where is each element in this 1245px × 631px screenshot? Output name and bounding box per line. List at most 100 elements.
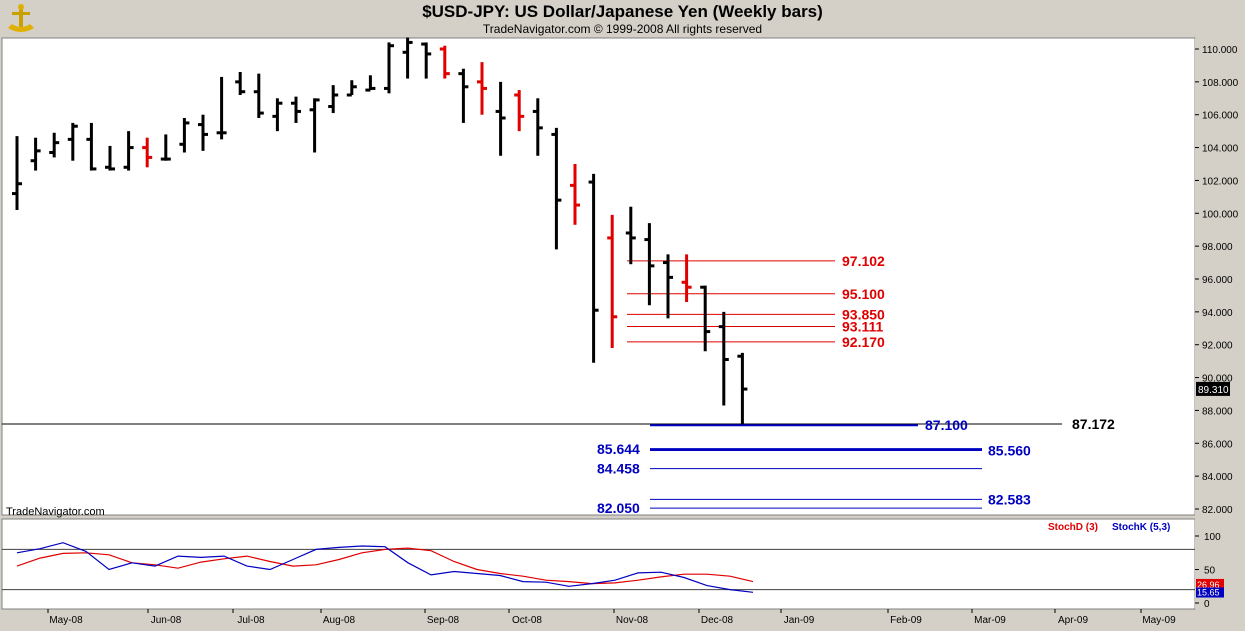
red-level-label: 92.170: [842, 334, 885, 350]
watermark-text: TradeNavigator.com: [6, 506, 105, 518]
last-price-badge: [1196, 381, 1230, 396]
stoch-d-last-badge: [1196, 578, 1224, 590]
price-plot-area[interactable]: [1, 37, 1196, 516]
ohlc-bar: [346, 80, 357, 97]
y-tick-label: 102.000: [1202, 176, 1239, 187]
x-tick-label: Oct-08: [512, 615, 542, 626]
ohlc-bar: [142, 137, 153, 168]
y-tick-label: 110.000: [1202, 45, 1238, 56]
x-tick-label: Dec-08: [701, 615, 734, 626]
y-tick-label: 92.000: [1202, 341, 1233, 352]
red-level-label: 93.850: [842, 306, 885, 322]
blue-level-label: 84.458: [597, 461, 640, 477]
ohlc-bar: [49, 132, 60, 158]
y-tick-label: 104.000: [1202, 144, 1239, 155]
x-tick-label: Jul-08: [237, 615, 265, 626]
ohlc-bar: [272, 98, 283, 132]
ohlc-bar: [365, 75, 376, 92]
ohlc-bar: [495, 81, 506, 156]
x-tick-label: Mar-09: [974, 615, 1006, 626]
stoch-k-last-label: 15.65: [1197, 588, 1220, 598]
x-tick-label: May-08: [49, 615, 83, 626]
red-level-label: 93.111: [842, 318, 883, 334]
stoch-d-last-label: 26.96: [1197, 580, 1220, 590]
stoch-tick-label: 100: [1204, 532, 1221, 543]
ohlc-bar: [160, 134, 171, 161]
ohlc-bar: [328, 85, 339, 114]
y-tick-label: 94.000: [1202, 308, 1233, 319]
y-tick-label: 84.000: [1202, 472, 1233, 483]
chart-title: $USD-JPY: US Dollar/Japanese Yen (Weekly…: [422, 2, 823, 21]
ohlc-bar: [737, 352, 748, 424]
x-tick-label: Feb-09: [890, 615, 922, 626]
price-y-axis: 82.000 84.000 86.000 88.000 90.000 92.000 94.0…: [1195, 45, 1239, 516]
x-tick-label: Jan-09: [784, 615, 815, 626]
trade-navigator-logo-icon: [8, 4, 34, 32]
ohlc-bar: [681, 254, 692, 302]
stoch-d-legend: StochD (3): [1048, 522, 1098, 533]
ohlc-bar: [607, 214, 618, 348]
y-tick-label: 88.000: [1202, 406, 1233, 417]
ohlc-bar: [86, 122, 97, 171]
black-level-label: 87.172: [1072, 416, 1115, 432]
stoch-k-legend: StochK (5,3): [1112, 522, 1170, 533]
red-level-label: 95.100: [842, 286, 885, 302]
ohlc-bar: [216, 76, 227, 140]
ohlc-bar: [625, 206, 636, 265]
y-axis-panel: [1195, 38, 1245, 609]
ohlc-bar: [309, 98, 320, 153]
x-tick-label: Jun-08: [151, 615, 182, 626]
stoch-tick-label: 50: [1204, 566, 1216, 577]
last-price-label: 89.310: [1198, 385, 1229, 396]
ohlc-bar: [105, 145, 115, 171]
blue-level-label: 82.583: [988, 491, 1031, 507]
stochastic-plot-area[interactable]: [1, 518, 1196, 610]
stoch-k-line: [16, 542, 754, 593]
ohlc-bar: [477, 62, 487, 115]
ohlc-bar: [30, 137, 41, 171]
stoch-tick-label: 0: [1204, 599, 1210, 610]
ohlc-bar: [718, 311, 729, 406]
x-tick-label: Sep-08: [427, 615, 460, 626]
ohlc-bar: [67, 122, 78, 161]
ohlc-bar: [198, 114, 208, 151]
y-tick-label: 98.000: [1202, 242, 1233, 253]
ohlc-bar: [514, 90, 525, 132]
y-tick-label: 86.000: [1202, 439, 1233, 450]
ohlc-bar: [532, 98, 543, 156]
ohlc-bar: [421, 42, 432, 79]
x-tick-label: Apr-09: [1058, 615, 1088, 626]
price-bars: [12, 37, 748, 424]
y-tick-label: 90.000: [1202, 374, 1233, 385]
blue-level-label: 82.050: [597, 500, 640, 516]
x-tick-label: Nov-08: [616, 615, 649, 626]
ohlc-bar: [588, 173, 599, 363]
blue-level-label: 87.100: [925, 417, 968, 433]
ohlc-bar: [458, 68, 469, 123]
ohlc-bar: [253, 73, 264, 118]
chart-header: $USD-JPY: US Dollar/Japanese Yen (Weekly…: [0, 0, 1245, 38]
ohlc-bar: [12, 136, 22, 210]
ohlc-bar: [291, 96, 301, 123]
time-x-axis: May-08 Jun-08 Jul-08 Aug-08 Sep-08 Oct-08 Nov-…: [47, 609, 1176, 626]
ohlc-bar: [179, 118, 190, 153]
ohlc-bar: [384, 42, 394, 94]
y-tick-label: 106.000: [1202, 111, 1239, 122]
y-tick-label: 82.000: [1202, 505, 1233, 516]
x-tick-label: May-09: [1142, 615, 1176, 626]
chart-subtitle: TradeNavigator.com © 1999-2008 All right…: [482, 22, 763, 36]
red-level-label: 97.102: [842, 253, 885, 269]
ohlc-bar: [700, 285, 711, 352]
stoch-k-last-badge: [1196, 587, 1224, 598]
ohlc-bar: [663, 254, 673, 319]
y-tick-label: 108.000: [1202, 78, 1239, 89]
ohlc-bar: [402, 37, 413, 79]
ohlc-bar: [570, 164, 580, 225]
ohlc-bar: [439, 45, 450, 79]
blue-level-label: 85.644: [597, 441, 640, 457]
y-tick-label: 96.000: [1202, 275, 1233, 286]
ohlc-bar: [123, 131, 134, 171]
